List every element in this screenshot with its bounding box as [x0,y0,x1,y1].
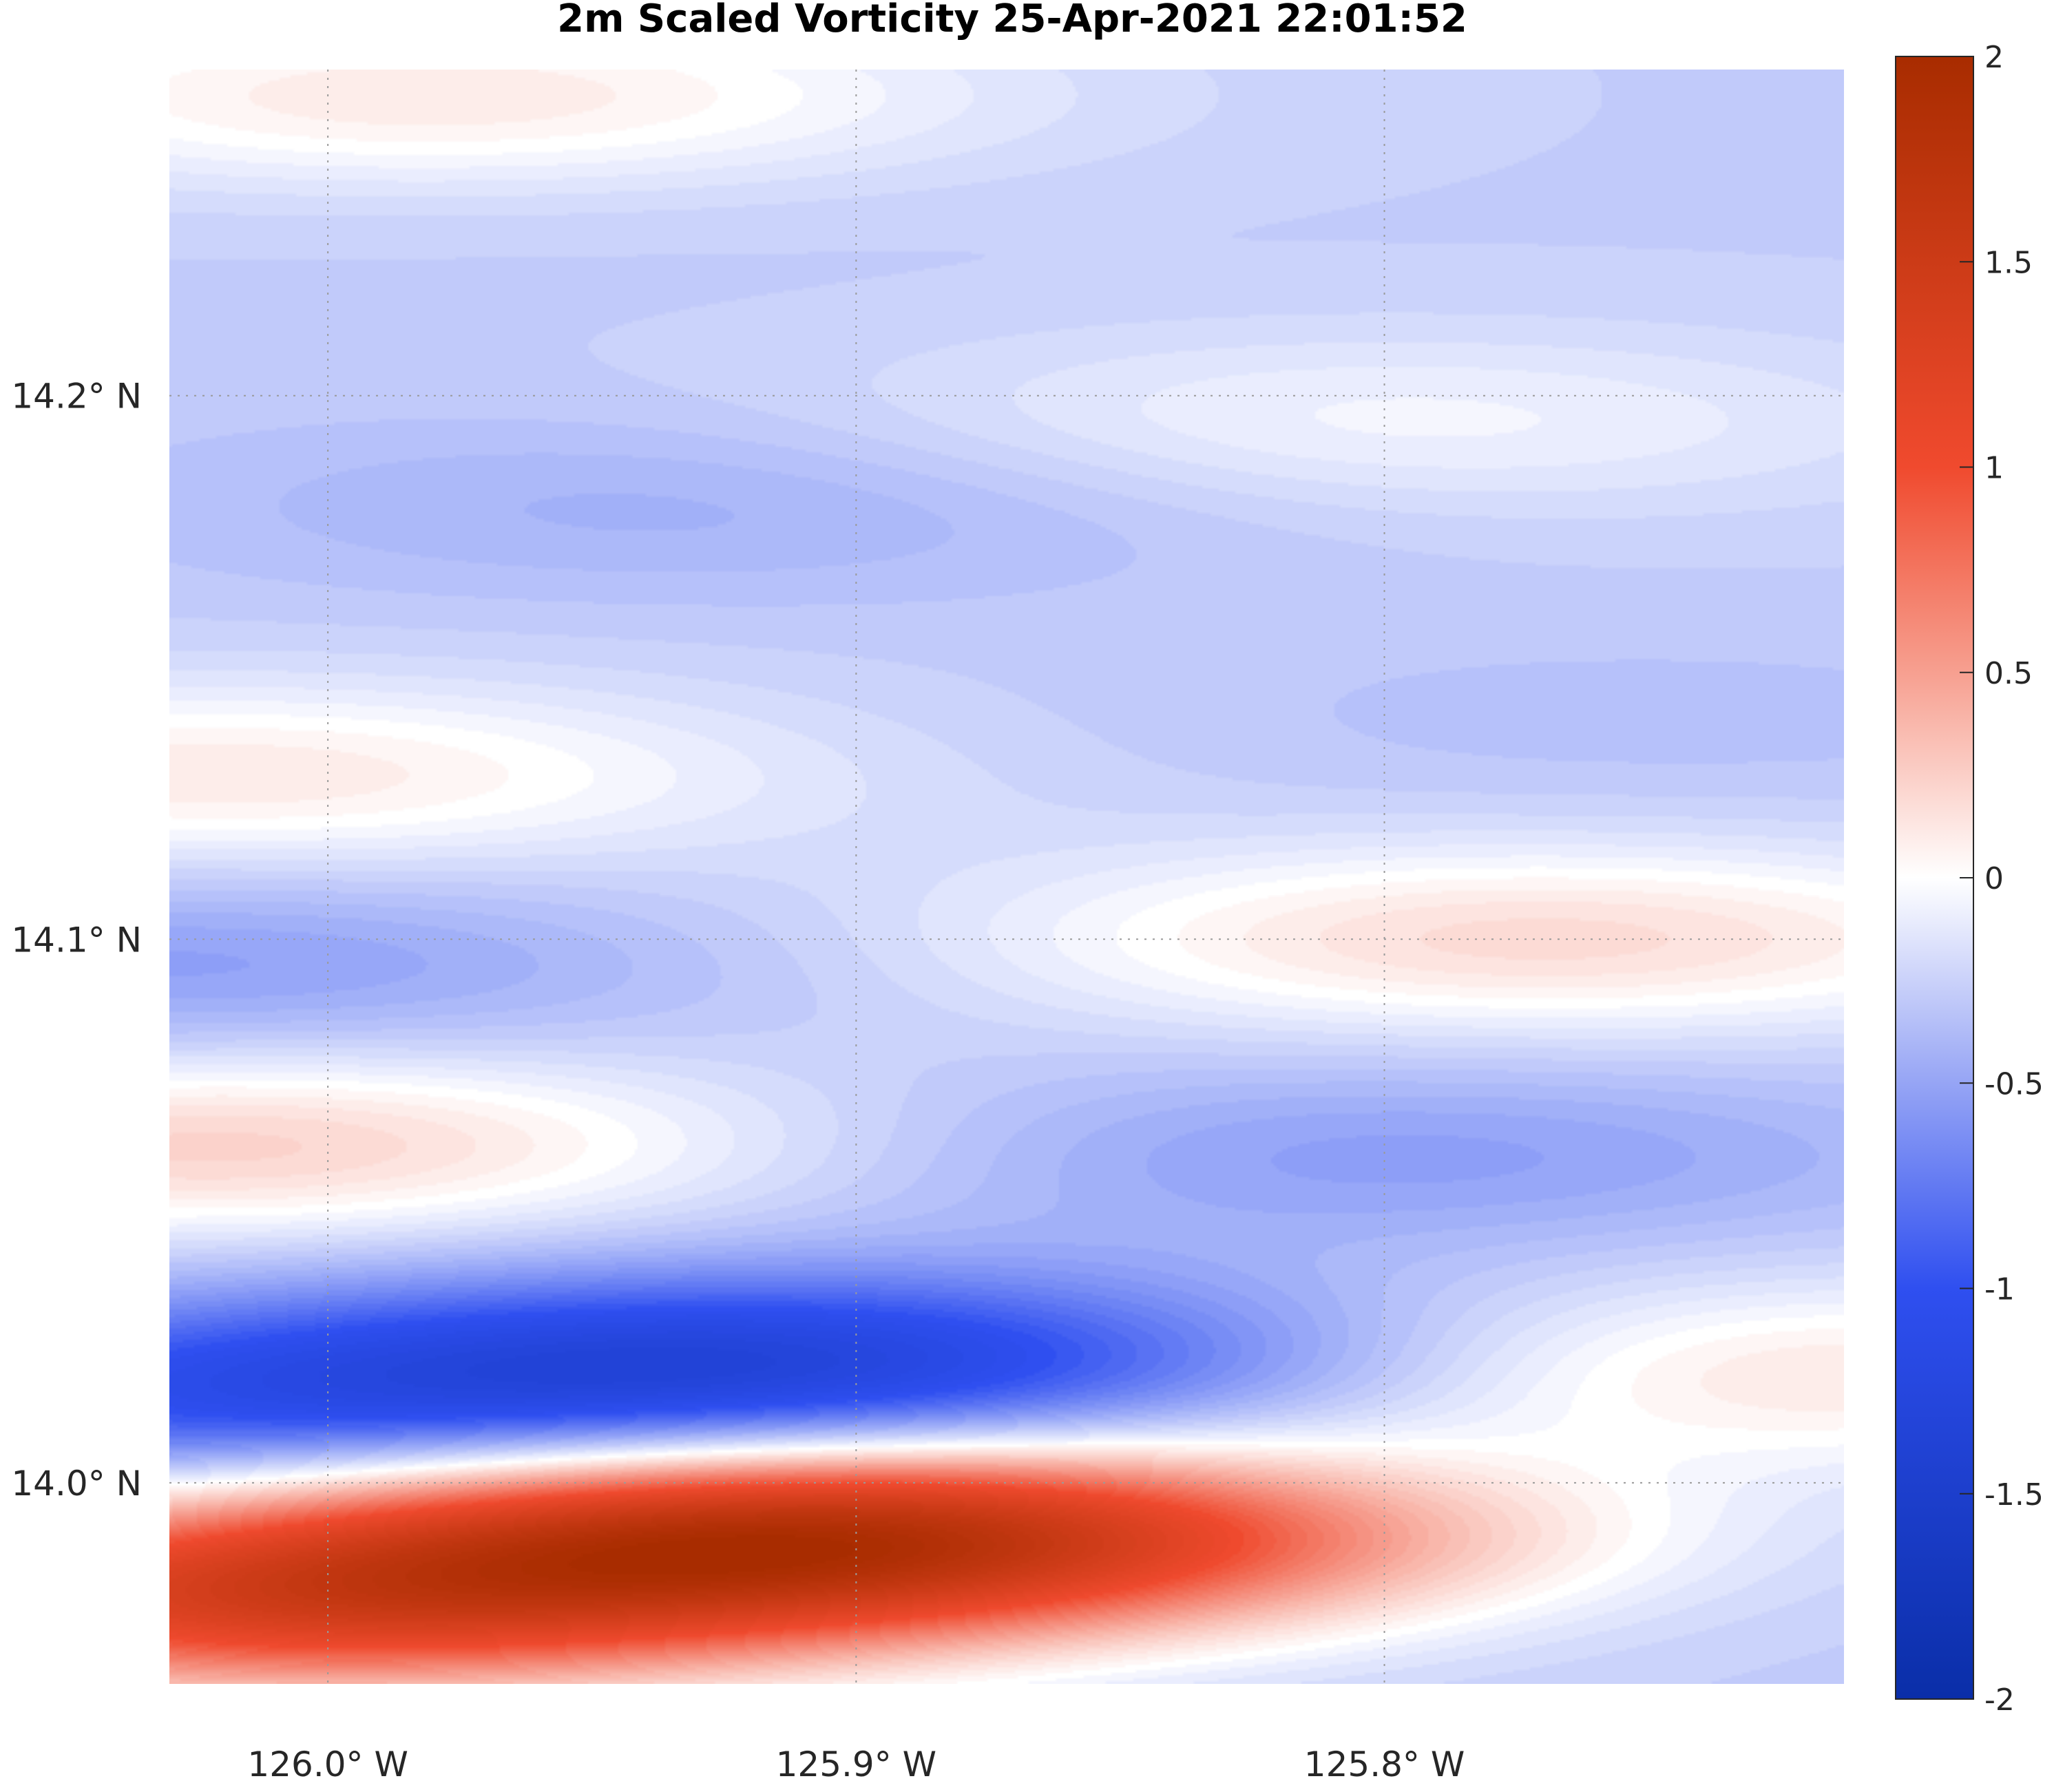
colorbar-tick-label: 0 [1984,861,2004,896]
y-tick-label: 14.0° N [11,1464,142,1504]
colorbar-tick-label: -1 [1984,1272,2015,1307]
colorbar-tick-label: -1.5 [1984,1477,2044,1512]
x-tick-label: 125.9° W [776,1744,936,1784]
y-tick-label: 14.2° N [11,377,142,417]
colorbar-tick-label: 1.5 [1984,245,2033,280]
x-axis-ticks: 126.0° W 125.9° W 125.8° W [247,1744,1465,1784]
colorbar-tick-label: 1 [1984,451,2004,486]
colorbar-tick-label: -2 [1984,1683,2015,1718]
colorbar-tick-label: -0.5 [1984,1066,2044,1101]
plot-area [169,70,1844,1684]
colorbar-tick-label: 0.5 [1984,656,2033,691]
y-axis-ticks: 14.2° N 14.1° N 14.0° N [11,377,142,1504]
colorbar: 2 1.5 1 0.5 0 -0.5 -1 -1.5 -2 [1895,40,2044,1718]
y-tick-label: 14.1° N [11,920,142,960]
x-tick-label: 125.8° W [1304,1744,1465,1784]
colorbar-ticks: 2 1.5 1 0.5 0 -0.5 -1 -1.5 -2 [1960,40,2044,1718]
colorbar-tick-label: 2 [1984,40,2004,75]
chart-title: 2m Scaled Vorticity 25-Apr-2021 22:01:52 [557,0,1467,41]
vorticity-field [169,70,1844,1684]
x-tick-label: 126.0° W [247,1744,408,1784]
